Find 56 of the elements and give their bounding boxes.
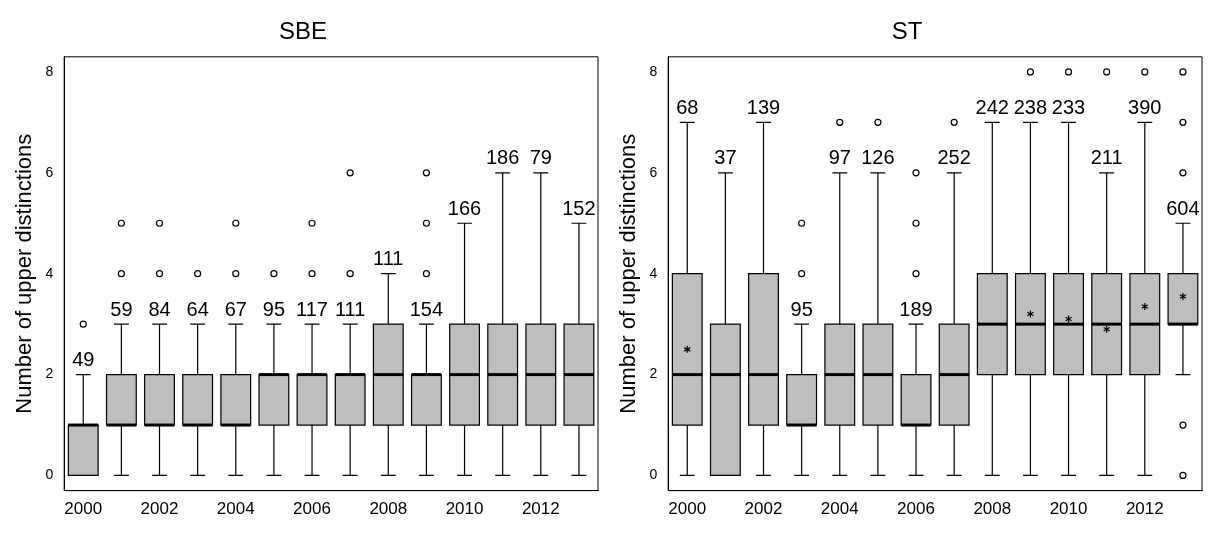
x-tick-label: 2010 — [445, 499, 484, 519]
x-tick-label: 2004 — [216, 499, 255, 519]
annotation: 97 — [828, 146, 851, 169]
annotation: 154 — [409, 297, 444, 320]
annotation: 111 — [373, 247, 404, 270]
y-tick-label: 4 — [649, 264, 658, 281]
annotation: 126 — [861, 146, 895, 169]
y-tick-label: 2 — [649, 365, 658, 382]
annotation: 67 — [224, 297, 247, 320]
y-tick-label: 8 — [45, 62, 54, 79]
x-tick-label: 2012 — [521, 499, 560, 519]
annotation: 238 — [1013, 95, 1048, 118]
x-tick-label: 2000 — [64, 499, 103, 519]
annotation: 95 — [790, 297, 813, 320]
annotation: 252 — [937, 146, 971, 169]
annotation: 211 — [1090, 146, 1123, 169]
y-tick-label: 0 — [45, 466, 54, 483]
annotation: 166 — [447, 196, 482, 219]
annotation: 37 — [714, 146, 737, 169]
y-axis-title: Number of upper distinctions — [615, 133, 641, 414]
annotation: 84 — [148, 297, 171, 320]
annotation: 604 — [1166, 196, 1200, 219]
annotation: 390 — [1128, 95, 1162, 118]
annotation: 49 — [72, 348, 95, 371]
x-tick-label: 2000 — [668, 499, 707, 519]
annotation: 242 — [975, 95, 1009, 118]
chart-title: SBE — [278, 17, 328, 45]
y-tick-label: 2 — [45, 365, 54, 382]
annotation: 117 — [296, 297, 328, 320]
annotation: 186 — [485, 146, 520, 169]
annotation: 68 — [676, 95, 699, 118]
x-tick-label: 2006 — [897, 499, 935, 519]
annotation: 189 — [899, 297, 933, 320]
x-tick-label: 2002 — [744, 499, 783, 519]
annotation: 64 — [186, 297, 209, 320]
x-tick-label: 2004 — [820, 499, 859, 519]
annotation: 139 — [746, 95, 781, 118]
annotation: 79 — [529, 146, 552, 169]
annotation: 95 — [262, 297, 286, 320]
y-tick-label: 4 — [45, 264, 54, 281]
y-tick-label: 8 — [649, 62, 658, 79]
annotation: 111 — [334, 297, 366, 320]
x-tick-label: 2008 — [973, 499, 1012, 519]
x-tick-label: 2002 — [140, 499, 179, 519]
annotation: 152 — [562, 196, 596, 219]
y-axis-title: Number of upper distinctions — [11, 133, 37, 414]
x-tick-label: 2008 — [369, 499, 408, 519]
y-tick-label: 6 — [649, 163, 658, 180]
x-tick-label: 2006 — [293, 499, 331, 519]
y-tick-label: 6 — [45, 163, 54, 180]
x-tick-label: 2012 — [1125, 499, 1164, 519]
chart-title: ST — [891, 17, 923, 45]
x-tick-label: 2010 — [1049, 499, 1088, 519]
annotation: 233 — [1051, 95, 1086, 118]
annotation: 59 — [110, 297, 133, 320]
y-tick-label: 0 — [649, 466, 658, 483]
